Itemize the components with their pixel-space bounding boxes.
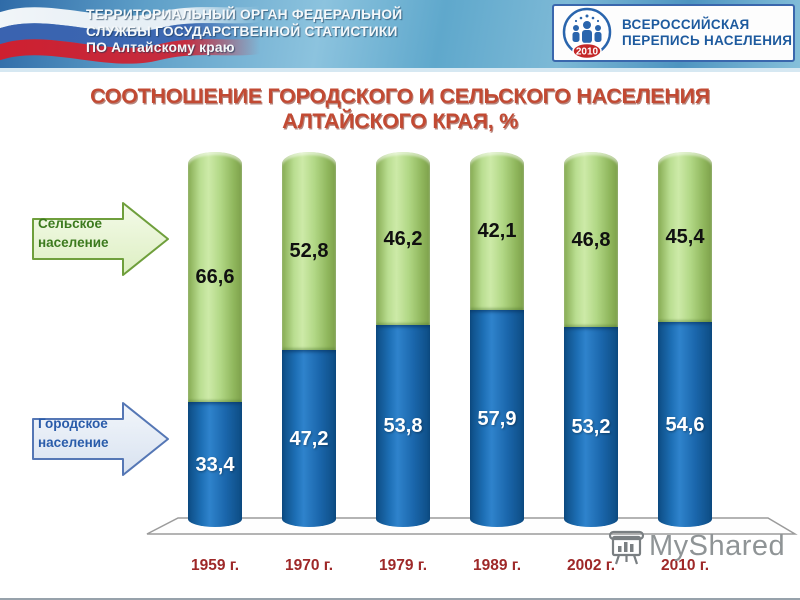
- census-title-line-1: ВСЕРОССИЙСКАЯ: [622, 17, 750, 32]
- rural-arrow-shape-icon: [32, 202, 169, 276]
- bar-1979-rural-value: 46,2: [383, 227, 423, 250]
- bar-1970: 52,8 47,2: [282, 152, 336, 527]
- russian-flag-icon: [0, 6, 260, 64]
- bar-2010-urban-value: 54,6: [665, 413, 705, 436]
- axis-label-2002: 2002 г.: [567, 557, 615, 574]
- bar-1989-urban-segment: [470, 310, 524, 527]
- axis-label-1970: 1970 г.: [285, 557, 333, 574]
- bar-1959-urban-value: 33,4: [195, 453, 235, 476]
- legend-urban-arrow: Городское население: [28, 398, 176, 486]
- census-emblem-icon: 2010: [562, 7, 612, 60]
- bar-1989: 42,1 57,9: [470, 152, 524, 527]
- legend-rural-arrow: Сельское население: [28, 198, 176, 286]
- bar-1979-rural-segment: [376, 152, 430, 325]
- bar-1959-rural-value: 66,6: [195, 266, 235, 288]
- census-year-badge: 2010: [576, 47, 599, 58]
- bar-1959: 66,6 33,4: [188, 152, 242, 527]
- census-title: ВСЕРОССИЙСКАЯ ПЕРЕПИСЬ НАСЕЛЕНИЯ: [622, 17, 792, 49]
- bar-1989-rural-value: 42,1: [477, 220, 517, 242]
- header-banner: ТЕРРИТОРИАЛЬНЫЙ ОРГАН ФЕДЕРАЛЬНОЙ СЛУЖБЫ…: [0, 0, 800, 68]
- bar-1970-urban-value: 47,2: [289, 427, 329, 450]
- bar-2002-rural-value: 46,8: [571, 228, 611, 251]
- bar-1989-urban-value: 57,9: [477, 407, 517, 430]
- bar-2002-urban-value: 53,2: [571, 416, 611, 438]
- legend-urban-line-1: Городское: [38, 416, 108, 431]
- bar-1989-rural-segment: [470, 152, 524, 310]
- slide-title: СООТНОШЕНИЕ ГОРОДСКОГО И СЕЛЬСКОГО НАСЕЛ…: [0, 84, 800, 134]
- presentation-board-icon: [608, 530, 645, 565]
- org-name-line-1: ТЕРРИТОРИАЛЬНЫЙ ОРГАН ФЕДЕРАЛЬНОЙ: [86, 7, 403, 22]
- urban-arrow-shape-icon: [32, 402, 169, 476]
- legend-rural-line-2: население: [38, 235, 109, 250]
- legend-rural-line-1: Сельское: [38, 216, 102, 231]
- myshared-watermark: MyShared: [608, 529, 785, 567]
- bar-2010: 45,4 54,6: [658, 152, 712, 527]
- bar-2010-rural-value: 45,4: [665, 226, 705, 248]
- org-name-line-3: ПО Алтайскому краю: [86, 40, 235, 55]
- slide-title-line-2: АЛТАЙСКОГО КРАЯ, %: [282, 109, 518, 133]
- bar-1979: 46,2 53,8: [376, 152, 430, 527]
- bar-1970-rural-value: 52,8: [289, 240, 329, 262]
- bar-1970-urban-segment: [282, 350, 336, 527]
- bar-1959-rural-segment: [188, 152, 242, 402]
- census-logo-box: 2010 ВСЕРОССИЙСКАЯ ПЕРЕПИСЬ НАСЕЛЕНИЯ: [552, 4, 795, 62]
- bar-1979-urban-segment: [376, 325, 430, 527]
- legend-urban-line-2: население: [38, 435, 109, 450]
- bar-1979-urban-value: 53,8: [383, 415, 423, 437]
- header-divider: [0, 68, 800, 72]
- legend-rural-label: Сельское население: [38, 214, 130, 252]
- bar-1959-urban-segment: [188, 402, 242, 527]
- org-name-line-2: СЛУЖБЫ ГОСУДАРСТВЕННОЙ СТАТИСТИКИ: [86, 23, 398, 39]
- bar-2002-rural-segment: [564, 152, 618, 327]
- myshared-text: MyShared: [649, 530, 786, 562]
- bar-2010-rural-segment: [658, 152, 712, 322]
- bar-2010-urban-segment: [658, 322, 712, 527]
- bar-2002: 46,8 53,2: [564, 152, 618, 527]
- census-title-line-2: ПЕРЕПИСЬ НАСЕЛЕНИЯ: [622, 33, 793, 48]
- legend-urban-label: Городское население: [38, 414, 130, 452]
- bar-1970-rural-segment: [282, 152, 336, 350]
- axis-label-1959: 1959 г.: [191, 557, 239, 574]
- bar-2002-urban-segment: [564, 327, 618, 527]
- org-name: ТЕРРИТОРИАЛЬНЫЙ ОРГАН ФЕДЕРАЛЬНОЙ СЛУЖБЫ…: [86, 7, 402, 57]
- axis-label-1989: 1989 г.: [473, 557, 521, 574]
- axis-label-2010: 2010 г.: [661, 557, 709, 574]
- slide-title-line-1: СООТНОШЕНИЕ ГОРОДСКОГО И СЕЛЬСКОГО НАСЕЛ…: [90, 84, 710, 108]
- axis-label-1979: 1979 г.: [379, 557, 427, 574]
